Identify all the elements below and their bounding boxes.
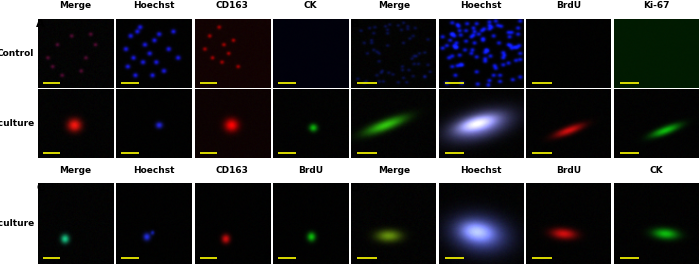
Text: Hoechst: Hoechst xyxy=(133,1,175,10)
Text: CD163: CD163 xyxy=(216,1,248,10)
Text: Merge: Merge xyxy=(60,1,92,10)
Text: Hoechst: Hoechst xyxy=(461,1,502,10)
Text: BrdU: BrdU xyxy=(556,166,581,175)
Text: Hoechst: Hoechst xyxy=(133,166,175,175)
Text: A: A xyxy=(36,19,45,29)
Text: BrdU: BrdU xyxy=(298,166,323,175)
Text: BrdU: BrdU xyxy=(556,1,581,10)
Text: Hoechst: Hoechst xyxy=(461,166,502,175)
Text: Coculture: Coculture xyxy=(0,219,34,228)
Text: CD163: CD163 xyxy=(216,166,248,175)
Text: CK: CK xyxy=(650,166,663,175)
Text: C: C xyxy=(36,183,45,193)
Text: Coculture: Coculture xyxy=(0,119,34,128)
Text: B: B xyxy=(351,19,360,29)
Text: Control: Control xyxy=(0,49,34,58)
Text: Merge: Merge xyxy=(378,166,409,175)
Text: D: D xyxy=(351,183,360,193)
Text: Ki-67: Ki-67 xyxy=(643,1,669,10)
Text: Merge: Merge xyxy=(60,166,92,175)
Text: CK: CK xyxy=(304,1,318,10)
Text: Merge: Merge xyxy=(378,1,409,10)
